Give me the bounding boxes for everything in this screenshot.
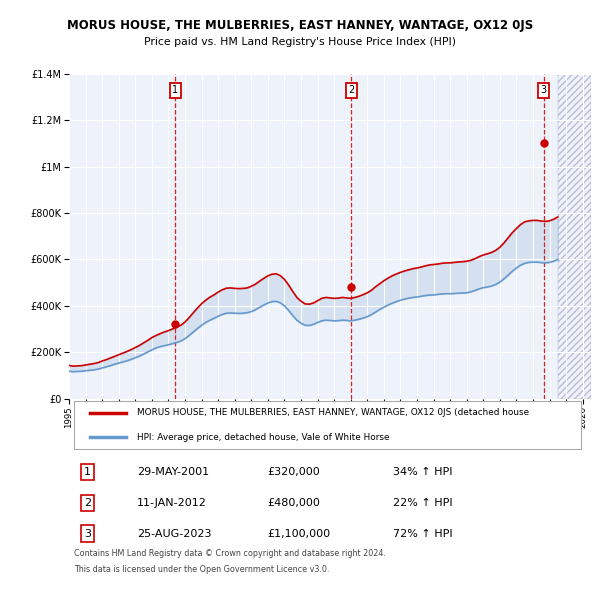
Text: This data is licensed under the Open Government Licence v3.0.: This data is licensed under the Open Gov… xyxy=(74,565,329,573)
Text: 1: 1 xyxy=(84,467,91,477)
Text: 2: 2 xyxy=(348,85,355,95)
Text: 3: 3 xyxy=(84,529,91,539)
Text: 34% ↑ HPI: 34% ↑ HPI xyxy=(392,467,452,477)
Text: 3: 3 xyxy=(541,85,547,95)
Text: 22% ↑ HPI: 22% ↑ HPI xyxy=(392,498,452,508)
Text: 2: 2 xyxy=(84,498,91,508)
Text: 11-JAN-2012: 11-JAN-2012 xyxy=(137,498,207,508)
Text: £480,000: £480,000 xyxy=(268,498,320,508)
Text: 1: 1 xyxy=(172,85,178,95)
Text: £1,100,000: £1,100,000 xyxy=(268,529,331,539)
Text: 29-MAY-2001: 29-MAY-2001 xyxy=(137,467,209,477)
Text: Price paid vs. HM Land Registry's House Price Index (HPI): Price paid vs. HM Land Registry's House … xyxy=(144,37,456,47)
Text: £320,000: £320,000 xyxy=(268,467,320,477)
Text: HPI: Average price, detached house, Vale of White Horse: HPI: Average price, detached house, Vale… xyxy=(137,432,389,442)
Text: MORUS HOUSE, THE MULBERRIES, EAST HANNEY, WANTAGE, OX12 0JS: MORUS HOUSE, THE MULBERRIES, EAST HANNEY… xyxy=(67,19,533,32)
Text: 25-AUG-2023: 25-AUG-2023 xyxy=(137,529,211,539)
FancyBboxPatch shape xyxy=(74,401,581,450)
Text: Contains HM Land Registry data © Crown copyright and database right 2024.: Contains HM Land Registry data © Crown c… xyxy=(74,549,386,558)
Text: 72% ↑ HPI: 72% ↑ HPI xyxy=(392,529,452,539)
Text: MORUS HOUSE, THE MULBERRIES, EAST HANNEY, WANTAGE, OX12 0JS (detached house: MORUS HOUSE, THE MULBERRIES, EAST HANNEY… xyxy=(137,408,529,417)
